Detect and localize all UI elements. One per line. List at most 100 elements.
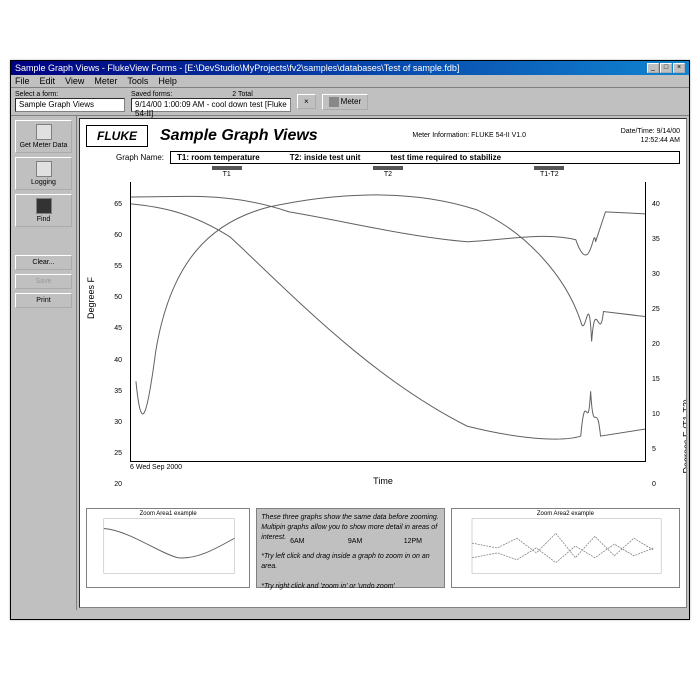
logging-button[interactable]: Logging (15, 157, 72, 190)
mini-chart-1[interactable]: Zoom Area1 example (86, 508, 250, 588)
graph-name-row: Graph Name: T1: room temperature T2: ins… (116, 151, 680, 164)
gn-t2: T2: inside test unit (290, 153, 361, 162)
menu-meter[interactable]: Meter (94, 76, 117, 86)
logging-label: Logging (31, 179, 56, 186)
info-line-3: *Try left click and drag inside a graph … (261, 552, 440, 572)
menu-help[interactable]: Help (158, 76, 177, 86)
mini-svg-1 (87, 509, 249, 587)
print-button[interactable]: Print (15, 293, 72, 308)
mini2-frame (472, 519, 661, 574)
mini1-frame (104, 519, 235, 574)
meter-button[interactable]: Meter (322, 94, 368, 110)
ytick-right: 10 (652, 411, 666, 418)
mini-svg-2 (452, 509, 679, 587)
clear-button[interactable]: Clear... (15, 255, 72, 270)
meter-info: FLUKE 54-II V1.0 (471, 132, 526, 139)
legend-t1: T1 (212, 166, 242, 178)
graph-name-box: T1: room temperature T2: inside test uni… (170, 151, 680, 164)
date-label: Date/Time: (621, 128, 655, 135)
menu-tools[interactable]: Tools (127, 76, 148, 86)
ytick-left: 40 (110, 357, 122, 364)
save-button[interactable]: Save (15, 274, 72, 289)
mini1-line (104, 529, 235, 558)
menu-file[interactable]: File (15, 76, 30, 86)
binoculars-icon (36, 198, 52, 214)
y-axis-left-label: Degrees F (86, 277, 96, 319)
header-row: FLUKE Sample Graph Views Meter Informati… (86, 125, 680, 147)
ytick-left: 55 (110, 263, 122, 270)
series-t1 (131, 196, 645, 255)
brand-logo: FLUKE (86, 125, 148, 147)
graph-name-label: Graph Name: (116, 153, 164, 162)
legend-t2: T2 (373, 166, 403, 178)
saved-forms-select[interactable]: 9/14/00 1:00:09 AM - cool down test [Flu… (131, 98, 291, 112)
get-meter-data-button[interactable]: Get Meter Data (15, 120, 72, 153)
xtick: 12PM (404, 538, 422, 545)
gn-t1: T1: room temperature (177, 153, 260, 162)
ytick-left: 65 (110, 201, 122, 208)
series-t2 (136, 195, 645, 414)
ytick-left: 25 (110, 450, 122, 457)
time-value: 12:52:44 AM (621, 136, 680, 145)
delete-button[interactable]: × (297, 94, 316, 109)
save-label: Save (36, 278, 52, 285)
xtick: 9AM (348, 538, 362, 545)
ytick-left: 60 (110, 232, 122, 239)
maximize-button[interactable]: □ (660, 63, 672, 73)
ytick-right: 25 (652, 306, 666, 313)
toolbar-saved: Saved forms: 2 Total 9/14/00 1:00:09 AM … (131, 91, 291, 112)
sidebar: Get Meter Data Logging Find Clear... Sav… (11, 116, 77, 610)
mini-chart-2[interactable]: Zoom Area2 example (451, 508, 680, 588)
info-line-4: *Try right click and 'zoom in' or 'undo … (261, 582, 440, 592)
meta-info: Meter Information: FLUKE 54-II V1.0 (412, 131, 526, 140)
ytick-left: 30 (110, 419, 122, 426)
content-area: Get Meter Data Logging Find Clear... Sav… (11, 116, 689, 610)
meter-info-label: Meter Information: (412, 132, 469, 139)
legend-label-t1: T1 (223, 171, 231, 178)
legend-bar-t2 (373, 166, 403, 170)
app-window: Sample Graph Views - FlukeView Forms - [… (10, 60, 690, 620)
mini-title-2: Zoom Area2 example (537, 511, 594, 517)
mini2-line-a (472, 533, 653, 557)
ytick-right: 5 (652, 446, 666, 453)
legend-label-t2: T2 (384, 171, 392, 178)
meter-icon (329, 97, 339, 107)
get-meter-data-label: Get Meter Data (20, 142, 68, 149)
chart-svg (131, 182, 645, 461)
info-line-1: These three graphs show the same data be… (261, 513, 440, 523)
ytick-left: 20 (110, 481, 122, 488)
menu-edit[interactable]: Edit (40, 76, 56, 86)
x-axis-label: Time (86, 476, 680, 486)
logging-icon (36, 161, 52, 177)
x-date-left: 6 Wed Sep 2000 (130, 464, 182, 471)
ytick-right: 20 (652, 341, 666, 348)
window-controls: _ □ × (647, 63, 685, 73)
saved-forms-label: Saved forms: (131, 91, 172, 98)
select-form-label: Select a form: (15, 91, 125, 98)
find-button[interactable]: Find (15, 194, 72, 227)
form-select[interactable]: Sample Graph Views (15, 98, 125, 112)
titlebar: Sample Graph Views - FlukeView Forms - [… (11, 61, 689, 75)
meter-data-icon (36, 124, 52, 140)
main-panel: FLUKE Sample Graph Views Meter Informati… (79, 118, 687, 608)
legend-t3: T1-T2 (534, 166, 564, 178)
xtick: 6AM (290, 538, 304, 545)
ytick-right: 35 (652, 236, 666, 243)
ytick-right: 15 (652, 376, 666, 383)
ytick-left: 45 (110, 325, 122, 332)
meter-button-label: Meter (341, 97, 361, 106)
main-chart[interactable] (130, 182, 646, 462)
menubar: File Edit View Meter Tools Help (11, 75, 689, 88)
ytick-left: 50 (110, 294, 122, 301)
clear-label: Clear... (32, 259, 54, 266)
ytick-right: 40 (652, 201, 666, 208)
window-title: Sample Graph Views - FlukeView Forms - [… (15, 63, 459, 73)
legend-label-t3: T1-T2 (540, 171, 559, 178)
minimize-button[interactable]: _ (647, 63, 659, 73)
sidebar-spacer (15, 231, 72, 251)
date-value: 9/14/00 (657, 128, 680, 135)
menu-view[interactable]: View (65, 76, 84, 86)
close-button[interactable]: × (673, 63, 685, 73)
ytick-left: 35 (110, 388, 122, 395)
legend-bar-t3 (534, 166, 564, 170)
